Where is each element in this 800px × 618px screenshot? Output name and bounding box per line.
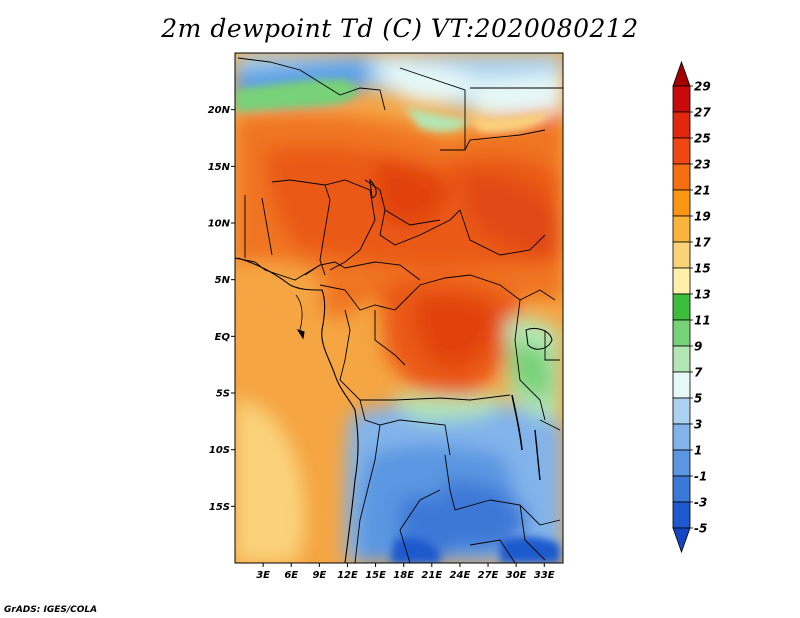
colorbar-swatch	[672, 241, 691, 269]
colorbar-label: 5	[694, 392, 702, 406]
colorbar-top-arrow	[672, 60, 691, 87]
lat-tick-label: EQ	[215, 332, 231, 343]
colorbar-label: 3	[694, 418, 702, 432]
lon-tick-label: 21E	[421, 570, 442, 581]
colorbar-label: -1	[694, 470, 707, 484]
colorbar-label: 17	[694, 236, 711, 250]
colorbar-label: 9	[694, 340, 702, 354]
colorbar-label: -3	[694, 496, 707, 510]
colorbar-swatch	[672, 267, 691, 295]
colorbar-swatch	[672, 215, 691, 243]
colorbar-swatch	[672, 475, 691, 503]
lat-tick-label: 15S	[209, 502, 230, 513]
lat-tick-label: 5S	[216, 389, 230, 400]
lon-tick-label: 3E	[256, 570, 270, 581]
colorbar-label: -5	[694, 522, 707, 536]
lat-tick-label: 10N	[208, 219, 231, 230]
colorbar-swatch	[672, 397, 691, 425]
dewpoint-field	[235, 53, 563, 563]
colorbar-label: 27	[694, 106, 711, 120]
colorbar-label: 21	[694, 184, 711, 198]
lon-tick-label: 6E	[284, 570, 298, 581]
colorbar-swatch	[672, 319, 691, 347]
lon-tick-label: 33E	[534, 570, 555, 581]
grads-credit: GrADS: IGES/COLA	[4, 605, 98, 615]
colorbar-label: 25	[694, 132, 711, 146]
lat-tick-label: 15N	[208, 162, 231, 173]
map-frame	[234, 52, 564, 564]
colorbar-swatch	[672, 111, 691, 139]
lon-tick-label: 30E	[506, 570, 527, 581]
latitude-axis: 20N 15N 10N 5N EQ 5S 10S 15S	[208, 105, 235, 513]
colorbar-label: 1	[694, 444, 702, 458]
lon-tick-label: 12E	[337, 570, 358, 581]
colorbar-swatch	[672, 137, 691, 165]
colorbar-swatch	[672, 85, 691, 113]
lon-tick-label: 24E	[450, 570, 471, 581]
colorbar-swatch	[672, 189, 691, 217]
colorbar-swatch	[672, 501, 691, 529]
colorbar-label: 19	[694, 210, 711, 224]
colorbar-label: 11	[694, 314, 711, 328]
lat-tick-label: 10S	[209, 445, 230, 456]
map-title: 2m dewpoint Td (C) VT:2020080212	[161, 14, 639, 43]
colorbar-label: 23	[694, 158, 711, 172]
colorbar-label: 29	[694, 80, 711, 94]
longitude-axis: 3E 6E 9E 12E 15E 18E 21E 24E 27E 30E 33E	[256, 563, 555, 581]
colorbar-swatch	[672, 423, 691, 451]
country-boundaries	[235, 57, 563, 563]
colorbar: 29 27 25 23 21 19 17 15 13 11 9 7 5 3 1 -1 -3 -5	[672, 60, 711, 554]
lon-tick-label: 15E	[365, 570, 386, 581]
colorbar-swatch	[672, 345, 691, 373]
lat-tick-label: 5N	[215, 275, 231, 286]
colorbar-swatch	[672, 293, 691, 321]
coastline	[237, 257, 359, 563]
colorbar-bottom-arrow	[672, 527, 691, 554]
lakes	[369, 178, 553, 481]
lon-tick-label: 9E	[312, 570, 326, 581]
colorbar-swatch	[672, 371, 691, 399]
colorbar-swatch	[672, 449, 691, 477]
colorbar-label: 13	[694, 288, 711, 302]
colorbar-swatch	[672, 163, 691, 191]
colorbar-label: 7	[694, 366, 703, 380]
lon-tick-label: 27E	[478, 570, 499, 581]
lat-tick-label: 20N	[208, 105, 231, 116]
lon-tick-label: 18E	[393, 570, 414, 581]
colorbar-label: 15	[694, 262, 711, 276]
